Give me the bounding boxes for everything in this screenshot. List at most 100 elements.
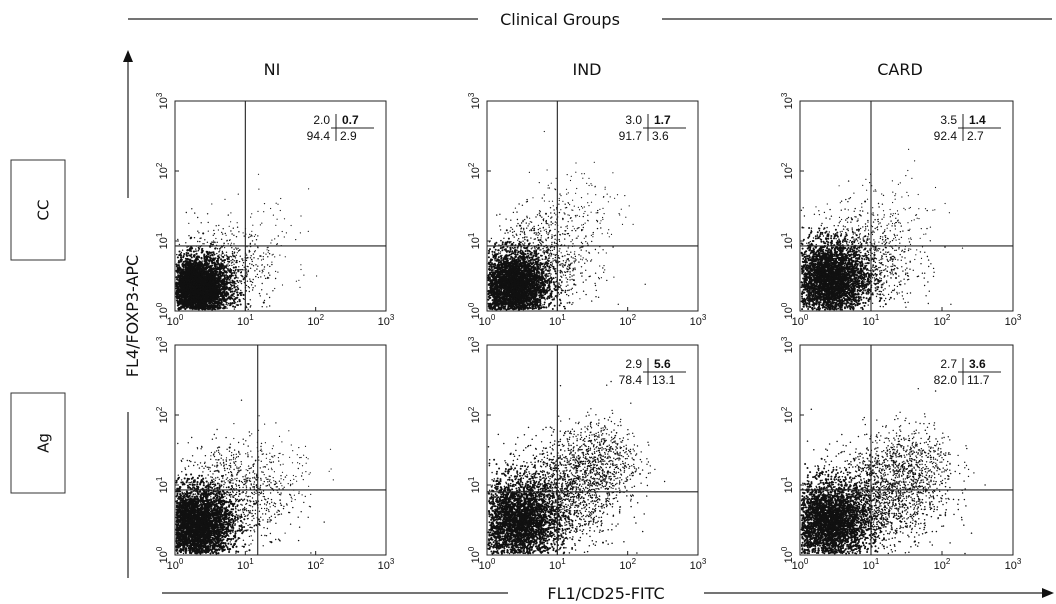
data-point xyxy=(229,226,230,227)
data-point xyxy=(202,271,203,272)
data-point xyxy=(186,255,188,257)
data-point xyxy=(253,279,254,280)
data-point xyxy=(216,268,217,269)
data-point xyxy=(228,279,229,280)
data-point xyxy=(177,256,179,258)
data-point xyxy=(264,275,265,276)
data-point xyxy=(257,235,258,236)
data-point xyxy=(206,266,207,267)
data-point xyxy=(269,266,270,267)
data-point xyxy=(217,307,218,308)
data-point xyxy=(236,280,238,282)
data-point xyxy=(176,263,178,265)
data-point xyxy=(255,276,256,277)
data-point xyxy=(195,259,196,260)
data-point xyxy=(211,244,212,245)
data-point xyxy=(209,280,210,281)
data-point xyxy=(178,276,179,277)
data-point xyxy=(198,276,199,277)
data-point xyxy=(207,256,208,257)
data-point xyxy=(225,233,226,234)
data-point xyxy=(208,293,210,295)
data-point xyxy=(208,253,209,254)
data-point xyxy=(183,263,185,265)
data-point xyxy=(267,247,268,248)
data-point xyxy=(186,283,188,285)
data-point xyxy=(232,295,234,297)
data-point xyxy=(250,257,251,258)
data-point xyxy=(225,282,226,283)
data-point xyxy=(191,293,193,295)
data-point xyxy=(223,243,224,244)
data-point xyxy=(234,302,235,303)
data-point xyxy=(183,279,185,281)
data-point xyxy=(196,260,197,261)
data-point xyxy=(230,230,231,231)
data-point xyxy=(182,276,183,277)
data-point xyxy=(213,230,214,231)
data-point xyxy=(206,279,207,280)
data-point xyxy=(228,278,229,279)
data-point xyxy=(239,299,241,301)
data-point xyxy=(237,277,238,278)
data-point xyxy=(199,281,201,283)
data-point xyxy=(248,309,249,310)
data-point xyxy=(508,238,510,240)
data-point xyxy=(299,287,300,288)
data-point xyxy=(203,280,204,281)
data-point xyxy=(200,288,202,290)
data-point xyxy=(200,257,202,259)
data-point xyxy=(274,256,275,257)
data-point xyxy=(230,272,231,273)
data-point xyxy=(268,252,269,253)
data-point xyxy=(234,281,235,282)
data-point xyxy=(218,251,219,252)
data-point xyxy=(243,294,244,295)
data-point xyxy=(207,213,208,214)
data-point xyxy=(494,251,496,253)
data-point xyxy=(255,250,256,251)
data-point xyxy=(176,278,178,280)
x-tick-label: 103 xyxy=(378,313,395,328)
data-point xyxy=(209,255,211,257)
data-point xyxy=(176,271,178,273)
data-point xyxy=(249,251,250,252)
data-point xyxy=(234,252,235,253)
data-point xyxy=(217,304,219,306)
data-point xyxy=(233,293,235,295)
data-point xyxy=(235,269,236,270)
data-point xyxy=(221,272,222,273)
data-point xyxy=(210,287,211,288)
data-point xyxy=(199,268,200,269)
data-point xyxy=(190,279,191,280)
data-point xyxy=(210,274,211,275)
y-tick-label: 100 xyxy=(155,302,170,319)
data-point xyxy=(232,285,233,286)
data-point xyxy=(231,262,232,263)
data-point xyxy=(184,295,185,296)
data-point xyxy=(197,241,198,242)
data-point xyxy=(195,286,197,288)
data-point xyxy=(215,238,216,239)
y-tick-label: 102 xyxy=(155,162,170,179)
data-point xyxy=(204,276,205,277)
figure-title: Clinical Groups xyxy=(500,10,620,29)
data-point xyxy=(206,291,207,292)
data-point xyxy=(226,252,227,253)
data-point xyxy=(187,261,189,263)
data-point xyxy=(251,264,252,265)
data-point xyxy=(236,286,237,287)
data-point xyxy=(177,302,178,303)
data-point xyxy=(194,237,195,238)
data-point xyxy=(246,254,247,255)
data-point xyxy=(204,243,205,244)
data-point xyxy=(189,250,190,251)
data-point xyxy=(212,277,214,279)
data-point xyxy=(181,258,182,259)
data-point xyxy=(316,275,317,276)
data-point xyxy=(218,258,219,259)
data-point xyxy=(233,228,234,229)
data-point xyxy=(200,286,202,288)
column-header-ind: IND xyxy=(572,60,601,79)
